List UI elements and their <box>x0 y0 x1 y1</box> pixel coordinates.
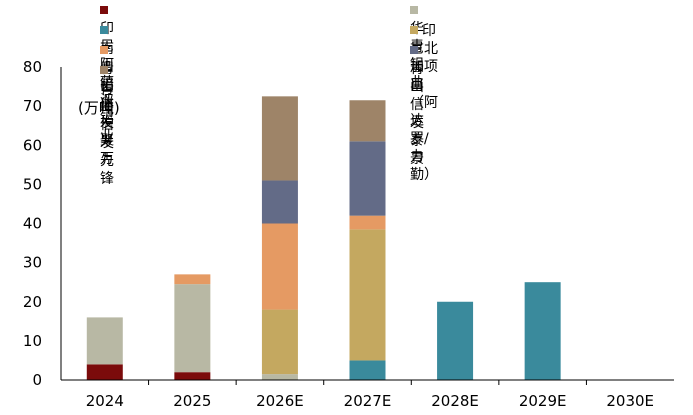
legend-label-juwan: 青山信发聚万 <box>100 61 114 167</box>
x-ticks-group: 2024 2025 2026E 2027E 2028E 2029E 2030E <box>86 380 654 410</box>
y-tick-label: 60 <box>23 136 42 154</box>
y-tick-label: 10 <box>23 332 42 350</box>
x-tick-label: 2026E <box>256 392 304 410</box>
bar-segment-2027E-series-2 <box>349 360 386 380</box>
bar-segment-2025-series-1 <box>174 284 211 373</box>
y-tick-label: 70 <box>23 97 42 115</box>
y-tick-label: 30 <box>23 254 42 272</box>
y-tick-label: 50 <box>23 175 42 193</box>
y-ticks-group: 0 10 20 30 40 50 60 70 80 <box>23 58 42 389</box>
bar-segment-2027E-series-4 <box>349 215 386 230</box>
y-tick-label: 0 <box>32 371 42 389</box>
x-tick-label: 2025 <box>173 392 211 410</box>
y-tick-label: 20 <box>23 293 42 311</box>
bar-segment-2029E-series-2 <box>524 282 561 380</box>
bar-segment-2026E-series-6 <box>261 96 298 181</box>
legend-label-xianfeng: 青山信发先锋 <box>100 81 114 187</box>
legend-swatch-taijing <box>410 46 418 54</box>
bars-group <box>86 96 561 380</box>
legend-swatch-huaqing <box>410 6 418 14</box>
y-tick-label: 80 <box>23 58 42 76</box>
bar-segment-2028E-series-2 <box>437 301 474 380</box>
bar-segment-2024-series-0 <box>86 364 123 380</box>
legend-item-taijing: 青山信发泰景 <box>410 42 424 168</box>
legend-label-taijing: 青山信发泰景 <box>410 61 424 167</box>
bar-segment-2025-series-0 <box>174 372 211 380</box>
bar-segment-2026E-series-5 <box>261 180 298 224</box>
bar-segment-2027E-series-5 <box>349 141 386 216</box>
x-tick-label: 2029E <box>519 392 567 410</box>
legend-swatch-juwan <box>100 46 108 54</box>
legend-item-north-kalimantan: 印尼北加项目（阿达罗/力勤） <box>410 22 438 184</box>
y-tick-label: 40 <box>23 215 42 233</box>
x-tick-label: 2024 <box>86 392 124 410</box>
legend-swatch-nanshan <box>100 26 108 34</box>
bar-segment-2026E-series-4 <box>261 223 298 310</box>
unit-label: (万吨) <box>78 99 120 117</box>
x-tick-label: 2028E <box>431 392 479 410</box>
x-tick-label: 2030E <box>606 392 654 410</box>
legend-swatch-xianfeng <box>100 66 108 74</box>
bar-segment-2027E-series-6 <box>349 100 386 142</box>
legend-swatch-north-kalimantan <box>410 26 418 34</box>
legend-label-north-kalimantan: 印尼北加项目（阿达罗/力勤） <box>410 23 438 183</box>
bar-segment-2024-series-1 <box>86 317 123 365</box>
legend-swatch-asahan <box>100 6 108 14</box>
bar-segment-2027E-series-3 <box>349 229 386 361</box>
bar-segment-2026E-series-3 <box>261 309 298 375</box>
x-tick-label: 2027E <box>344 392 392 410</box>
bar-segment-2026E-series-1 <box>261 374 298 380</box>
legend-item-juwan: 青山信发聚万 <box>100 42 114 168</box>
legend-item-xianfeng: 青山信发先锋 <box>100 62 114 188</box>
bar-segment-2025-series-4 <box>174 274 211 285</box>
